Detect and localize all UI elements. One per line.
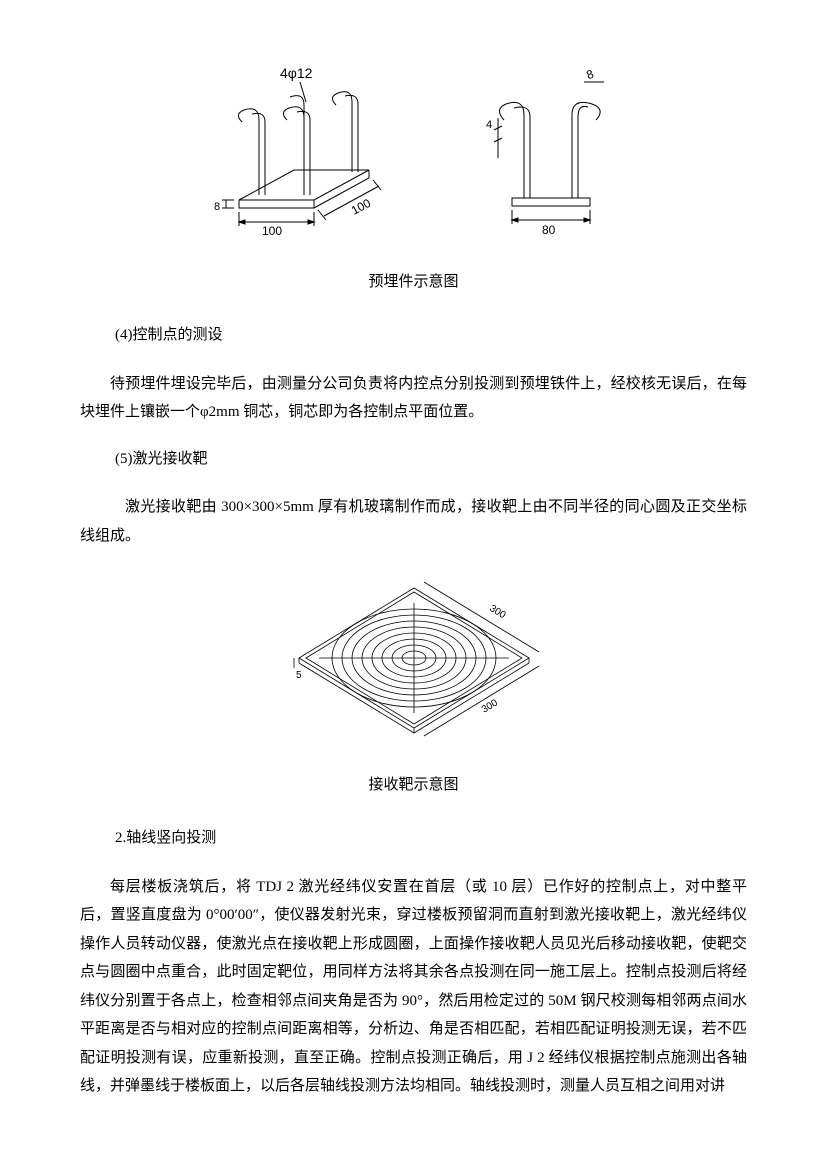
section5-para: 激光接收靶由 300×300×5mm 厚有机玻璃制作而成，接收靶上由不同半径的同… [80,493,747,550]
section5-head: (5)激光接收靶 [115,445,747,474]
document-page: 4φ12 100 100 8 [0,0,827,1159]
dim-right-top8: 8 [584,67,595,83]
dim-8-thick: 8 [214,201,220,213]
section4-para: 待预埋件埋设完毕后，由测量分公司负责将内控点分别投测到预埋铁件上，经校核无误后，… [80,370,747,427]
dim-100-front: 100 [262,224,282,238]
section-axis-head: 2.轴线竖向投测 [115,824,747,853]
dim-right-80: 80 [542,223,556,237]
figure2-wrap: 300 300 5 [80,568,747,758]
embedded-part-iso-diagram: 4φ12 100 100 8 [204,60,404,245]
dim-100-side: 100 [348,196,373,218]
target-plate-diagram: 300 300 5 [264,568,564,758]
dim-target-5: 5 [296,670,302,681]
figure2-caption: 接收靶示意图 [80,773,747,794]
embedded-part-side-diagram: 8 4 80 [484,60,624,245]
dim-target-300a: 300 [487,603,507,621]
dim-4phi12: 4φ12 [280,65,313,81]
figure1-row: 4φ12 100 100 8 [80,60,747,245]
dim-right-4: 4 [486,119,492,131]
figure1-caption: 预埋件示意图 [80,270,747,291]
section-axis-para: 每层楼板浇筑后，将 TDJ 2 激光经纬仪安置在首层（或 10 层）已作好的控制… [80,873,747,1101]
section4-head: (4)控制点的测设 [115,321,747,350]
